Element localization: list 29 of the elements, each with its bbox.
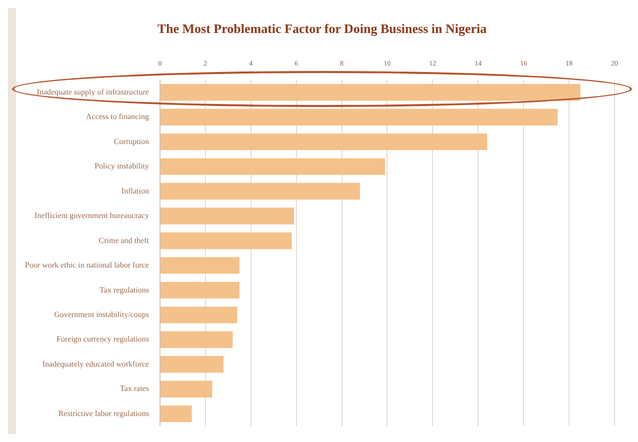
y-tick-label: Inflation [121,186,149,196]
y-tick-label: Tax regulations [100,285,149,294]
bar [160,232,292,250]
bar [160,133,488,150]
bar [160,257,240,274]
bar [160,158,385,175]
bar [160,380,212,398]
y-tick-label: Inadequately educated workforce [42,359,150,368]
y-tick-label: Policy instability [94,162,149,171]
chart-title: The Most Problematic Factor for Doing Business in Nigeria [157,21,488,36]
y-tick-label: Inadequate supply of infrastructure [36,87,150,96]
bar [160,282,240,299]
y-tick-label: Government instability/coups [54,310,149,320]
y-tick-label: Poor work ethic in national labor force [24,260,150,270]
bar [160,108,558,126]
y-tick-label: Inefficient government bureaucracy [34,211,149,220]
y-tick-label: Restrictive labor regulations [58,408,149,418]
y-tick-label: Tax rates [120,384,149,394]
y-tick-label: Access to financing [86,112,149,122]
bar [160,306,238,324]
bar [160,405,192,422]
bar [160,84,580,101]
y-tick-label: Crime and theft [98,236,150,245]
bar [160,331,233,348]
bar [160,182,360,200]
bar [160,356,224,373]
bar [160,208,294,224]
y-tick-label: Corruption [114,136,149,146]
y-tick-label: Foreign currency regulations [56,334,149,344]
